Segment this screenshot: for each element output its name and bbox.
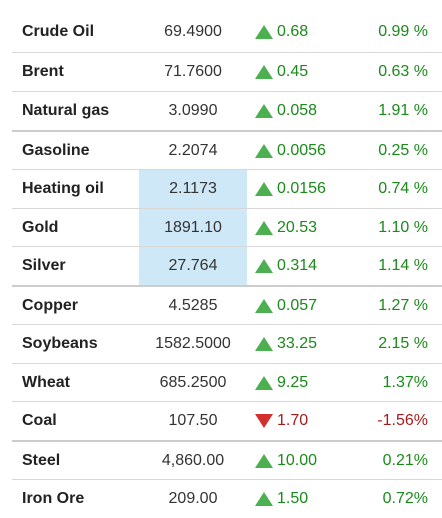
table-row[interactable]: Wheat 685.2500 9.25 1.37%	[12, 363, 442, 402]
price-change: 20.53	[247, 209, 359, 247]
price-change: 33.25	[247, 325, 359, 363]
commodity-price: 107.50	[168, 412, 218, 429]
change-value: 0.0156	[277, 180, 326, 197]
percent-change: 0.63 %	[378, 63, 428, 80]
price-change: 0.68	[247, 13, 359, 51]
table-row[interactable]: Gasoline 2.2074 0.0056 0.25 %	[12, 130, 442, 170]
percent-change: 1.91 %	[378, 102, 428, 119]
commodity-name[interactable]: Iron Ore	[22, 490, 85, 507]
table-row[interactable]: Coal 107.50 1.70 -1.56%	[12, 401, 442, 440]
change-value: 0.314	[277, 257, 318, 274]
table-row[interactable]: Soybeans 1582.5000 33.25 2.15 %	[12, 324, 442, 363]
price-change: 0.314	[247, 247, 359, 285]
change-value: 1.50	[277, 490, 309, 507]
percent-change: 1.14 %	[378, 257, 428, 274]
arrow-down-icon	[255, 414, 273, 428]
price-change: 0.058	[247, 92, 359, 130]
table-row[interactable]: Brent 71.7600 0.45 0.63 %	[12, 52, 442, 91]
price-change: 9.25	[247, 364, 359, 402]
arrow-up-icon	[255, 25, 273, 39]
commodity-price: 2.1173	[139, 170, 247, 208]
percent-change: -1.56%	[377, 412, 428, 429]
commodity-name[interactable]: Coal	[22, 412, 57, 429]
table-row[interactable]: Crude Oil 69.4900 0.68 0.99 %	[12, 13, 442, 51]
commodity-name[interactable]: Wheat	[22, 374, 70, 391]
commodity-price: 71.7600	[164, 63, 222, 80]
change-value: 0.0056	[277, 142, 326, 159]
table-row[interactable]: Steel 4,860.00 10.00 0.21%	[12, 440, 442, 480]
price-change: 1.70	[247, 402, 359, 440]
percent-change: 1.27 %	[378, 297, 428, 314]
change-value: 33.25	[277, 335, 318, 352]
commodity-name[interactable]: Crude Oil	[22, 23, 95, 40]
table-row[interactable]: Heating oil 2.1173 0.0156 0.74 %	[12, 169, 442, 208]
percent-change: 0.99 %	[378, 23, 428, 40]
arrow-up-icon	[255, 299, 273, 313]
arrow-up-icon	[255, 259, 273, 273]
change-value: 10.00	[277, 452, 318, 469]
arrow-up-icon	[255, 104, 273, 118]
commodity-price: 1582.5000	[155, 335, 231, 352]
change-value: 9.25	[277, 374, 309, 391]
change-value: 1.70	[277, 412, 309, 429]
table-row[interactable]: Natural gas 3.0990 0.058 1.91 %	[12, 91, 442, 130]
percent-change: 0.72%	[382, 490, 428, 507]
price-change: 0.057	[247, 287, 359, 325]
commodity-name[interactable]: Gold	[22, 219, 59, 236]
change-value: 20.53	[277, 219, 318, 236]
commodity-name[interactable]: Natural gas	[22, 102, 110, 119]
commodity-price: 4.5285	[168, 297, 218, 314]
price-change: 1.50	[247, 480, 359, 518]
price-change: 0.0156	[247, 170, 359, 208]
commodity-name[interactable]: Steel	[22, 452, 61, 469]
price-change: 0.45	[247, 53, 359, 91]
arrow-up-icon	[255, 144, 273, 158]
arrow-up-icon	[255, 182, 273, 196]
arrow-up-icon	[255, 65, 273, 79]
arrow-up-icon	[255, 221, 273, 235]
commodity-name[interactable]: Soybeans	[22, 335, 98, 352]
percent-change: 1.10 %	[378, 219, 428, 236]
arrow-up-icon	[255, 376, 273, 390]
commodity-name[interactable]: Heating oil	[22, 180, 104, 197]
commodity-name[interactable]: Silver	[22, 257, 66, 274]
table-row[interactable]: Silver 27.764 0.314 1.14 %	[12, 246, 442, 285]
commodity-price: 685.2500	[159, 374, 227, 391]
commodity-price: 4,860.00	[161, 452, 225, 469]
change-value: 0.058	[277, 102, 318, 119]
commodity-price: 69.4900	[164, 23, 222, 40]
change-value: 0.057	[277, 297, 318, 314]
arrow-up-icon	[255, 337, 273, 351]
table-row[interactable]: Copper 4.5285 0.057 1.27 %	[12, 285, 442, 325]
commodity-price: 2.2074	[168, 142, 218, 159]
change-value: 0.45	[277, 63, 309, 80]
table-top-edge	[0, 0, 442, 10]
commodity-name[interactable]: Brent	[22, 63, 64, 80]
change-value: 0.68	[277, 23, 309, 40]
price-change: 0.0056	[247, 132, 359, 170]
arrow-up-icon	[255, 492, 273, 506]
commodity-price: 209.00	[168, 490, 218, 507]
commodity-price: 1891.10	[139, 209, 247, 247]
percent-change: 0.21%	[382, 452, 428, 469]
price-change: 10.00	[247, 442, 359, 480]
arrow-up-icon	[255, 454, 273, 468]
commodity-name[interactable]: Gasoline	[22, 142, 90, 159]
table-row[interactable]: Gold 1891.10 20.53 1.10 %	[12, 208, 442, 247]
percent-change: 1.37%	[382, 374, 428, 391]
commodity-price: 3.0990	[168, 102, 218, 119]
percent-change: 2.15 %	[378, 335, 428, 352]
commodity-price: 27.764	[139, 247, 247, 285]
commodity-name[interactable]: Copper	[22, 297, 78, 314]
percent-change: 0.25 %	[378, 142, 428, 159]
percent-change: 0.74 %	[378, 180, 428, 197]
table-row[interactable]: Iron Ore 209.00 1.50 0.72%	[12, 479, 442, 518]
